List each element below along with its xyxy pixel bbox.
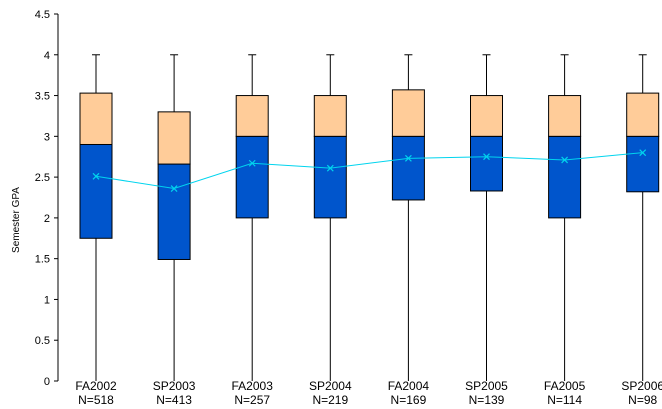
box-fa2002 [79, 54, 113, 381]
x-label-term: SP2006 [621, 379, 662, 393]
mean-marker-stroke [248, 159, 256, 167]
box-fa2004 [391, 54, 425, 381]
mean-marker-stroke [326, 164, 334, 172]
y-tick-label: 4 [44, 50, 50, 62]
box-fa2005 [548, 54, 582, 381]
box-fa2003 [235, 54, 269, 381]
box-sp2005 [470, 54, 503, 381]
mean-marker [639, 149, 647, 157]
x-label-term: SP2004 [309, 379, 352, 393]
box-upper [626, 92, 660, 137]
mean-marker-stroke [483, 153, 490, 161]
x-label-n: N=114 [547, 393, 582, 407]
mean-marker [92, 172, 100, 180]
box-lower [235, 135, 269, 219]
y-tick-label: 0.5 [35, 335, 50, 347]
box-upper [79, 92, 113, 145]
x-label-n: N=169 [391, 393, 427, 407]
box-upper [313, 95, 347, 137]
y-tick-label: 2 [44, 213, 50, 225]
y-tick-label: 1 [44, 294, 50, 306]
box-upper [157, 111, 191, 165]
box-sp2004 [313, 54, 347, 381]
mean-marker-stroke [92, 172, 100, 180]
mean-marker [248, 159, 256, 167]
y-tick-label: 3 [44, 131, 50, 143]
x-label-n: N=139 [469, 393, 505, 407]
mean-marker-stroke [561, 156, 569, 164]
box-upper [548, 95, 582, 137]
box-lower [79, 143, 113, 239]
box-sp2006 [626, 54, 660, 381]
x-label-term: FA2004 [388, 379, 430, 393]
y-tick-label: 0 [44, 376, 50, 388]
y-axis-title: Semester GPA [11, 187, 22, 253]
box-sp2003 [157, 54, 191, 381]
box-upper [391, 89, 425, 137]
x-label-term: FA2003 [232, 379, 274, 393]
x-label-term: SP2003 [153, 379, 196, 393]
mean-marker-stroke [639, 149, 647, 157]
box-lower [391, 135, 425, 201]
box-upper [470, 95, 503, 137]
axes-layer: 0 0.5 1 1.5 2 2.5 3 3.5 4 4.5 [35, 9, 59, 388]
x-label-term: FA2002 [75, 379, 117, 393]
box-lower [548, 135, 582, 219]
x-label-n: N=518 [78, 393, 114, 407]
x-label-term: FA2005 [544, 379, 586, 393]
mean-line [95, 152, 643, 190]
boxes-layer [79, 54, 660, 381]
mean-marker [170, 185, 178, 192]
y-tick-label: 1.5 [35, 254, 50, 266]
mean-marker [561, 156, 569, 164]
box-lower [626, 135, 660, 193]
x-label-n: N=257 [234, 393, 270, 407]
box-lower [313, 135, 347, 219]
labels-layer: FA2002N=518SP2003N=413FA2003N=257SP2004N… [75, 379, 662, 407]
mean-marker [404, 154, 412, 162]
box-lower [470, 135, 503, 192]
mean-marker [483, 153, 490, 161]
y-tick-label: 2.5 [35, 172, 50, 184]
x-label-n: N=219 [312, 393, 348, 407]
mean-layer [92, 149, 647, 192]
x-label-n: N=413 [156, 393, 192, 407]
box-lower [157, 163, 191, 260]
x-label-term: SP2005 [465, 379, 508, 393]
mean-marker-stroke [404, 154, 412, 162]
box-upper [235, 95, 269, 137]
mean-marker [326, 164, 334, 172]
mean-marker-stroke [170, 185, 178, 192]
y-tick-label: 3.5 [35, 91, 50, 103]
y-tick-label: 4.5 [35, 9, 50, 21]
x-label-n: N=98 [628, 393, 657, 407]
